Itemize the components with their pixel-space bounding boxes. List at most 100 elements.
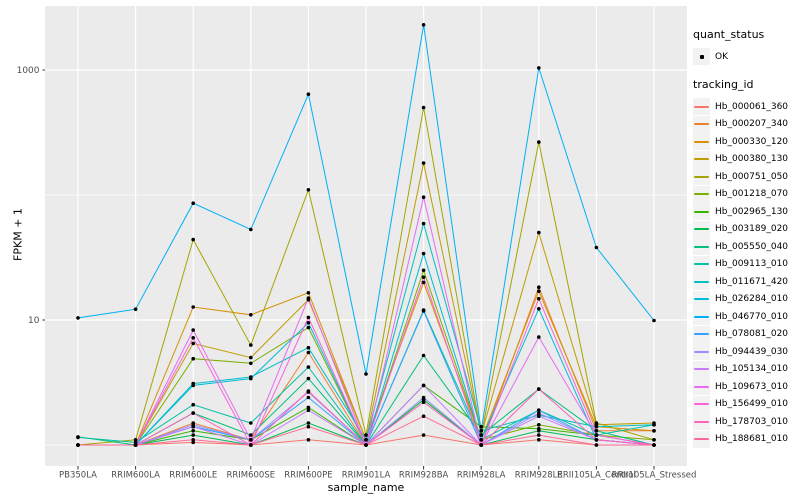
legend-item: Hb_011671_420: [693, 273, 799, 290]
data-point: [652, 438, 656, 442]
data-point: [421, 161, 426, 165]
data-point: [537, 66, 541, 70]
legend-key-line-icon: [694, 403, 709, 405]
legend-item-label: Hb_000061_360: [715, 101, 789, 112]
legend-key-line-icon: [694, 105, 709, 108]
data-point: [76, 316, 80, 320]
legend-item-label: Hb_000207_340: [715, 119, 789, 129]
data-point: [133, 443, 138, 447]
data-point: [479, 424, 484, 429]
data-point: [421, 383, 426, 388]
legend-item: Hb_078081_020: [693, 325, 799, 343]
legend-tracking-id-items: Hb_000061_360 Hb_000207_340 Hb_000330_120 H…: [693, 98, 799, 448]
legend-key-line-icon: [694, 385, 709, 388]
data-point: [594, 438, 599, 442]
legend-item-label: Hb_009113_010: [715, 259, 789, 269]
legend-item: Hb_002965_130: [693, 203, 799, 220]
legend-key-line-icon: [694, 263, 709, 265]
data-point: [537, 411, 541, 415]
legend-key: [693, 133, 710, 150]
x-tick-label: RRIM928BA: [399, 471, 449, 481]
legend-item: Hb_178703_010: [693, 413, 799, 430]
y-tick-label: 1000: [17, 66, 40, 76]
legend-item-label: Hb_078081_020: [715, 329, 789, 339]
data-point: [537, 285, 541, 290]
data-point: [249, 361, 253, 366]
data-point: [421, 268, 426, 273]
data-point: [191, 440, 195, 445]
data-point: [249, 438, 253, 442]
legend-item-label: Hb_188681_010: [715, 434, 789, 444]
data-point: [537, 230, 541, 235]
legend-title-quant-status: quant_status: [693, 28, 765, 41]
data-point: [421, 414, 426, 419]
data-point: [537, 387, 541, 391]
data-point: [421, 105, 426, 110]
legend-item: Hb_105134_010: [693, 360, 799, 378]
data-point: [479, 429, 484, 433]
data-point: [306, 365, 311, 369]
data-point: [306, 296, 311, 300]
data-point: [421, 23, 426, 27]
data-point: [594, 433, 599, 437]
data-point: [191, 424, 195, 429]
data-point: [76, 435, 80, 440]
legend-key-line-icon: [694, 123, 709, 125]
legend-key-line-icon: [694, 210, 709, 213]
legend-key-line-icon: [694, 420, 709, 423]
legend-key-line-icon: [694, 350, 709, 353]
data-point: [191, 201, 195, 205]
data-point: [537, 296, 541, 301]
data-point: [537, 335, 541, 339]
data-point: [364, 438, 368, 442]
data-point: [364, 372, 368, 376]
legend-item: Hb_005550_040: [693, 238, 799, 255]
data-point: [652, 443, 656, 447]
data-point: [652, 429, 656, 433]
legend-key-line-icon: [694, 298, 709, 300]
x-tick-label: RRIM901LA: [342, 471, 391, 481]
legend-item: Hb_000380_130: [693, 150, 799, 168]
legend-item: Hb_000751_050: [693, 168, 799, 185]
data-point: [249, 355, 253, 360]
data-point: [306, 395, 311, 400]
legend-key: [693, 220, 710, 238]
legend-key-line-icon: [694, 193, 709, 195]
data-point: [191, 237, 195, 242]
data-point: [421, 400, 426, 405]
legend-key: [693, 413, 710, 430]
legend-key: [693, 273, 710, 290]
legend-item-label: OK: [715, 51, 728, 62]
legend-key-line-icon: [694, 228, 709, 230]
data-point: [306, 92, 311, 96]
legend-key: [693, 325, 710, 343]
legend-title-tracking-id: tracking_id: [693, 78, 754, 91]
legend-item-label: Hb_046770_010: [715, 311, 789, 322]
x-tick-label: PB350LA: [59, 471, 97, 481]
x-tick-label: RRII105LA_Control: [557, 471, 636, 481]
legend-key: [693, 98, 710, 115]
x-tick-label: RRII105LA_Stressed: [612, 471, 697, 481]
data-point: [421, 395, 426, 400]
legend-item-label: Hb_156499_010: [715, 399, 789, 409]
data-point: [364, 433, 368, 437]
legend-key: [693, 308, 710, 325]
data-point: [249, 421, 253, 425]
data-point: [594, 424, 599, 429]
legend-key: [693, 378, 710, 395]
data-point: [421, 251, 426, 256]
data-point: [479, 438, 484, 442]
data-point: [191, 341, 195, 346]
legend-item: Hb_009113_010: [693, 255, 799, 273]
legend-item: Hb_188681_010: [693, 430, 799, 448]
x-tick-label: RRIM600LE: [169, 471, 217, 481]
data-point: [191, 328, 195, 332]
legend-item-label: Hb_003189_020: [715, 224, 789, 234]
data-point: [133, 307, 138, 312]
data-point: [479, 433, 484, 437]
x-tick-label: RRIM928LA: [457, 471, 506, 481]
data-point: [191, 433, 195, 437]
data-point: [306, 376, 311, 381]
legend-key: [693, 168, 710, 185]
